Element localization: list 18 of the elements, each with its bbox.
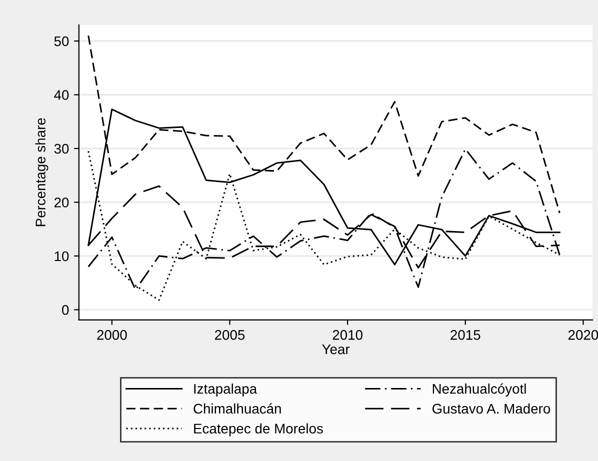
y-tick-label: 10: [54, 251, 69, 262]
y-tick-label: 50: [54, 36, 69, 46]
legend-label: Gustavo A. Madero: [432, 403, 550, 414]
y-axis-title: Percentage share: [35, 118, 48, 226]
legend-label: Ecatepec de Morelos: [194, 423, 323, 436]
x-axis-title: Year: [322, 344, 350, 354]
y-tick-label: 40: [54, 90, 69, 100]
legend-label: Chimalhuacán: [194, 403, 281, 414]
x-tick-label: 2015: [450, 330, 480, 340]
x-tick-label: 2020: [568, 330, 598, 340]
x-tick-label: 2005: [214, 330, 245, 340]
legend-label: Nezahualcóyotl: [432, 383, 526, 396]
legend-label: Iztapalapa: [194, 384, 258, 396]
x-tick-label: 2000: [97, 330, 127, 340]
y-tick-label: 30: [54, 144, 69, 154]
y-tick-label: 0: [62, 305, 69, 315]
y-tick-label: 20: [54, 198, 69, 208]
x-tick-label: 2010: [332, 330, 362, 340]
